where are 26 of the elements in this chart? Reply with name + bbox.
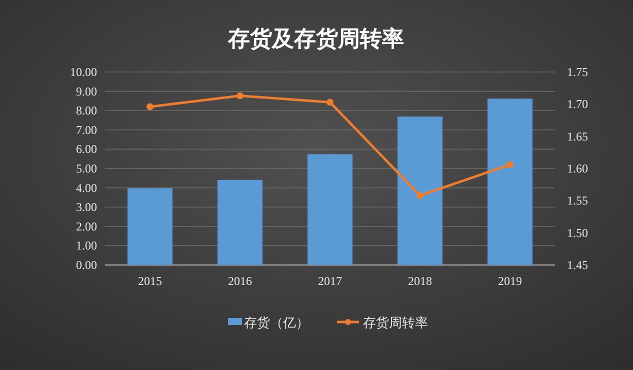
y2-tick-label: 1.60: [567, 162, 588, 176]
x-tick-label: 2015: [138, 274, 162, 288]
y-tick-label: 3.00: [76, 200, 97, 214]
legend-label: 存货（亿）: [244, 315, 309, 330]
y-tick-label: 6.00: [76, 142, 97, 156]
y-tick-label: 4.00: [76, 180, 97, 195]
y-tick-label: 10.00: [70, 65, 97, 79]
x-tick-label: 2016: [228, 274, 252, 288]
y-tick-label: 2.00: [76, 219, 97, 234]
y2-tick-label: 1.75: [567, 65, 588, 79]
chart-title: 存货及存货周转率: [227, 26, 404, 51]
legend-label: 存货周转率: [363, 315, 428, 330]
y2-tick-label: 1.50: [567, 226, 588, 240]
x-tick-label: 2018: [408, 274, 432, 288]
y2-tick-label: 1.70: [567, 97, 588, 112]
y-tick-label: 0.00: [76, 258, 97, 272]
y2-tick-label: 1.65: [567, 129, 588, 144]
y-tick-label: 7.00: [76, 122, 97, 137]
y2-tick-label: 1.55: [567, 194, 588, 208]
x-tick-label: 2017: [318, 274, 342, 288]
y-tick-label: 8.00: [76, 104, 97, 118]
y2-tick-label: 1.45: [567, 258, 588, 272]
y-tick-label: 5.00: [76, 162, 97, 176]
y-tick-label: 9.00: [76, 84, 97, 98]
x-tick-label: 2019: [498, 274, 522, 288]
y-tick-label: 1.00: [76, 238, 97, 253]
